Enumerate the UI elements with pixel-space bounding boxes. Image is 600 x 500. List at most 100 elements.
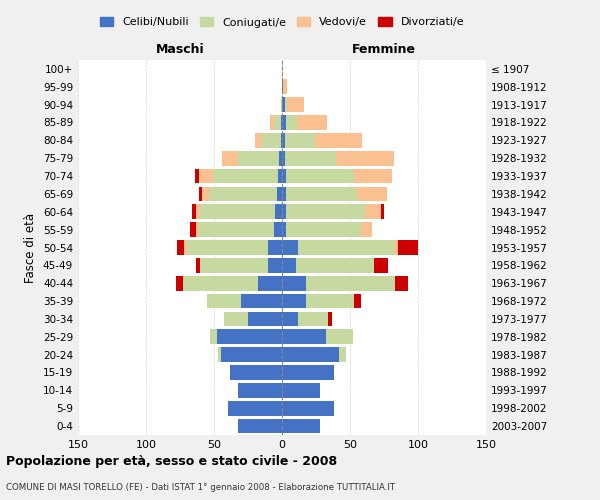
Bar [282, 294, 307, 308]
Bar [357, 186, 387, 201]
Bar [282, 80, 283, 94]
Bar [354, 294, 361, 308]
Bar [268, 258, 282, 272]
Bar [394, 240, 398, 255]
Text: COMUNE DI MASI TORELLO (FE) - Dati ISTAT 1° gennaio 2008 - Elaborazione TUTTITAL: COMUNE DI MASI TORELLO (FE) - Dati ISTAT… [6, 483, 395, 492]
Bar [314, 133, 362, 148]
Bar [296, 258, 374, 272]
Bar [222, 151, 238, 166]
Bar [281, 133, 282, 148]
Bar [218, 348, 221, 362]
Bar [282, 62, 283, 76]
Bar [282, 365, 334, 380]
Bar [278, 168, 282, 184]
Bar [200, 258, 268, 272]
Bar [217, 330, 282, 344]
Bar [227, 401, 282, 415]
Bar [285, 98, 287, 112]
Bar [199, 168, 212, 184]
Bar [199, 186, 202, 201]
Bar [283, 80, 287, 94]
Bar [286, 204, 365, 219]
Bar [282, 401, 334, 415]
Bar [255, 133, 262, 148]
Bar [286, 222, 361, 237]
Bar [285, 151, 337, 166]
Bar [176, 276, 183, 290]
Bar [298, 240, 394, 255]
Bar [196, 258, 200, 272]
Bar [196, 204, 200, 219]
Text: Femmine: Femmine [352, 44, 416, 57]
Bar [282, 276, 307, 290]
Bar [281, 98, 282, 112]
Bar [381, 204, 384, 219]
Bar [282, 115, 286, 130]
Bar [282, 222, 286, 237]
Bar [286, 168, 354, 184]
Bar [307, 294, 354, 308]
Bar [221, 348, 282, 362]
Bar [297, 115, 327, 130]
Bar [241, 294, 282, 308]
Bar [270, 115, 274, 130]
Bar [354, 168, 392, 184]
Bar [374, 258, 388, 272]
Bar [285, 133, 314, 148]
Bar [230, 365, 282, 380]
Bar [282, 383, 320, 398]
Bar [286, 115, 297, 130]
Bar [282, 258, 296, 272]
Bar [307, 276, 395, 290]
Bar [274, 222, 282, 237]
Bar [209, 186, 277, 201]
Bar [282, 312, 298, 326]
Bar [257, 276, 282, 290]
Bar [282, 168, 286, 184]
Bar [177, 240, 184, 255]
Bar [282, 133, 285, 148]
Bar [298, 312, 328, 326]
Bar [287, 98, 304, 112]
Bar [282, 98, 285, 112]
Bar [262, 133, 281, 148]
Bar [183, 276, 257, 290]
Bar [282, 330, 326, 344]
Bar [199, 222, 274, 237]
Bar [210, 330, 217, 344]
Bar [282, 240, 298, 255]
Bar [365, 204, 381, 219]
Bar [398, 240, 418, 255]
Bar [224, 312, 248, 326]
Bar [282, 151, 285, 166]
Text: Maschi: Maschi [155, 44, 205, 57]
Legend: Celibi/Nubili, Coniugati/e, Vedovi/e, Divorziati/e: Celibi/Nubili, Coniugati/e, Vedovi/e, Di… [95, 12, 469, 32]
Bar [187, 240, 268, 255]
Bar [282, 186, 286, 201]
Bar [200, 204, 275, 219]
Bar [279, 151, 282, 166]
Bar [337, 151, 394, 166]
Bar [274, 115, 281, 130]
Text: Popolazione per età, sesso e stato civile - 2008: Popolazione per età, sesso e stato civil… [6, 455, 337, 468]
Bar [238, 419, 282, 434]
Bar [248, 312, 282, 326]
Bar [207, 294, 241, 308]
Bar [326, 330, 353, 344]
Bar [196, 222, 199, 237]
Bar [192, 204, 196, 219]
Bar [195, 168, 199, 184]
Bar [282, 348, 339, 362]
Bar [282, 419, 320, 434]
Bar [395, 276, 409, 290]
Y-axis label: Fasce di età: Fasce di età [25, 212, 37, 282]
Bar [184, 240, 187, 255]
Bar [282, 204, 286, 219]
Bar [238, 383, 282, 398]
Bar [328, 312, 332, 326]
Bar [190, 222, 196, 237]
Bar [238, 151, 279, 166]
Bar [212, 168, 278, 184]
Bar [361, 222, 372, 237]
Bar [268, 240, 282, 255]
